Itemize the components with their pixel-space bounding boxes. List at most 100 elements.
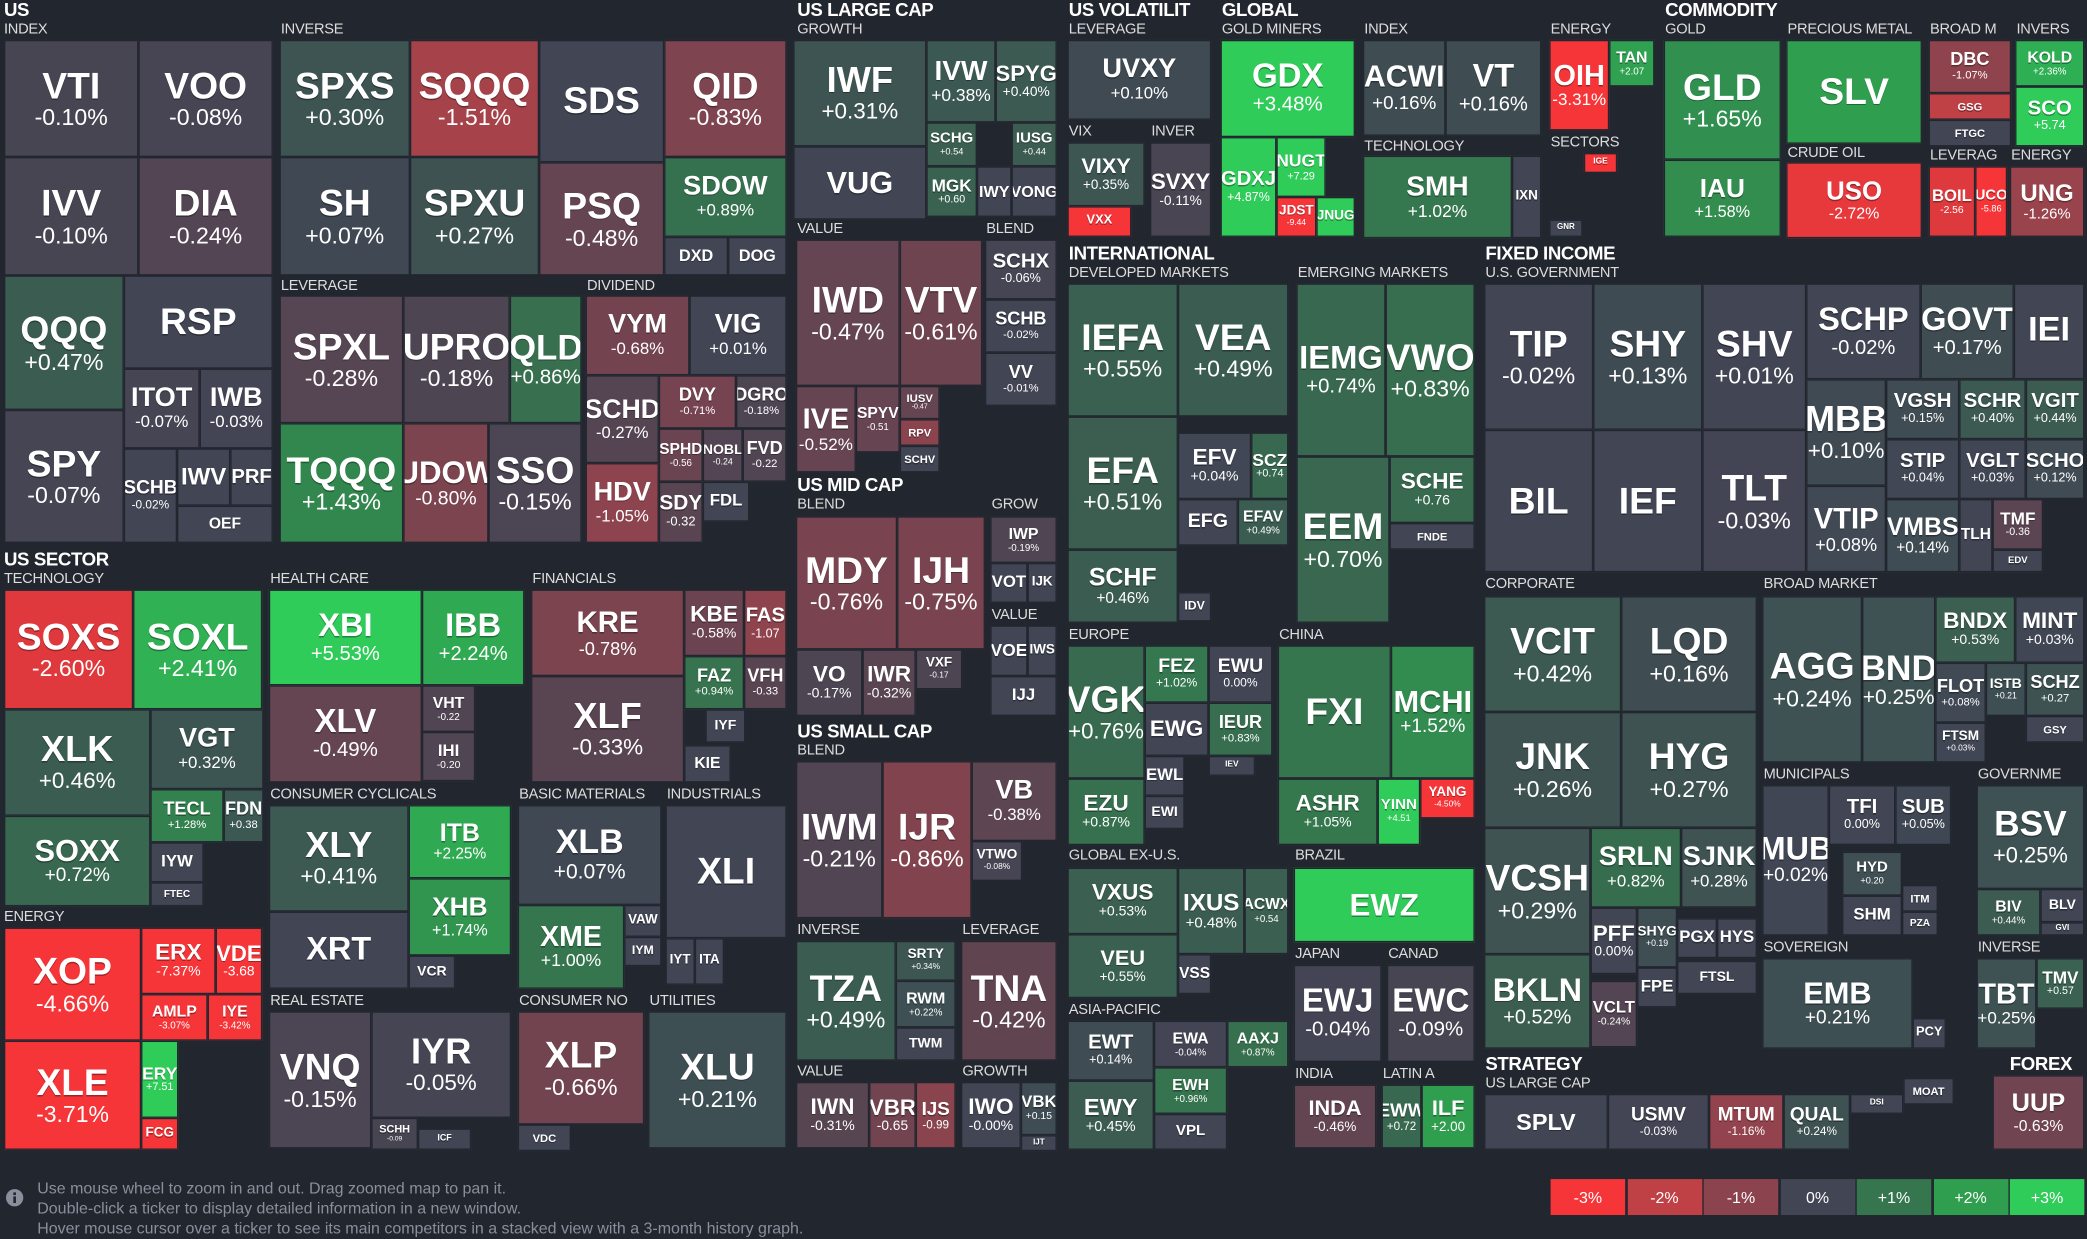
ticker-tile[interactable]: INDA -0.46%: [1293, 1084, 1377, 1149]
ticker-tile[interactable]: DSI: [1850, 1093, 1904, 1114]
ticker-tile[interactable]: MBB +0.10%: [1806, 379, 1887, 486]
ticker-tile[interactable]: VGT +0.32%: [150, 709, 264, 790]
ticker-tile[interactable]: DXD: [664, 236, 729, 276]
ticker-tile[interactable]: ISTB +0.21: [1985, 662, 2026, 716]
ticker-tile[interactable]: VTI -0.10%: [3, 39, 139, 158]
ticker-tile[interactable]: SHM: [1842, 895, 1902, 936]
ticker-tile[interactable]: EMB +0.21%: [1762, 958, 1913, 1049]
ticker-tile[interactable]: IWV: [177, 448, 231, 506]
ticker-tile[interactable]: FEZ +1.02%: [1144, 645, 1209, 703]
ticker-tile[interactable]: VTIP +0.08%: [1806, 485, 1887, 573]
ticker-tile[interactable]: PGX: [1677, 918, 1717, 959]
ticker-tile[interactable]: GSG: [1928, 93, 2012, 120]
ticker-tile[interactable]: JNK +0.26%: [1484, 711, 1622, 828]
ticker-tile[interactable]: VWO +0.83%: [1385, 283, 1475, 457]
ticker-tile[interactable]: ERX -7.37%: [141, 927, 216, 995]
ticker-tile[interactable]: IUSV -0.47: [899, 385, 940, 420]
ticker-tile[interactable]: XLE -3.71%: [3, 1040, 142, 1150]
ticker-tile[interactable]: SCHB -0.02%: [984, 299, 1057, 353]
ticker-tile[interactable]: EFAV +0.49%: [1237, 499, 1289, 546]
ticker-tile[interactable]: VGIT +0.44%: [2025, 379, 2085, 440]
ticker-tile[interactable]: VEU +0.55%: [1067, 934, 1178, 999]
ticker-tile[interactable]: SCHP -0.02%: [1806, 283, 1921, 380]
ticker-tile[interactable]: IWR -0.32%: [862, 649, 916, 716]
ticker-tile[interactable]: SCHD -0.27%: [585, 375, 659, 464]
ticker-tile[interactable]: ACWI +0.16%: [1362, 39, 1446, 136]
ticker-tile[interactable]: EFV +0.04%: [1177, 432, 1252, 500]
ticker-tile[interactable]: BIV +0.44%: [1976, 888, 2041, 936]
ticker-tile[interactable]: VOE: [990, 625, 1028, 677]
ticker-tile[interactable]: GDX +3.48%: [1220, 39, 1355, 138]
ticker-tile[interactable]: VXUS +0.53%: [1067, 867, 1178, 935]
ticker-tile[interactable]: ITB +2.25%: [408, 805, 512, 879]
ticker-tile[interactable]: SPXL -0.28%: [279, 295, 404, 424]
ticker-tile[interactable]: UDOW-0.80%: [403, 423, 489, 543]
ticker-tile[interactable]: FTSL: [1677, 960, 1757, 995]
ticker-tile[interactable]: IEV: [1208, 755, 1256, 776]
ticker-tile[interactable]: IYR -0.05%: [371, 1011, 512, 1118]
ticker-tile[interactable]: MTUM -1.16%: [1709, 1093, 1784, 1150]
ticker-tile[interactable]: VB -0.38%: [971, 761, 1057, 842]
ticker-tile[interactable]: VCLT -0.24%: [1590, 980, 1638, 1048]
ticker-tile[interactable]: AAXJ +0.87%: [1227, 1020, 1289, 1068]
ticker-tile[interactable]: FTEC: [150, 882, 204, 907]
ticker-tile[interactable]: SDS: [539, 39, 665, 163]
ticker-tile[interactable]: TLT -0.03%: [1702, 429, 1807, 573]
ticker-tile[interactable]: XBI +5.53%: [268, 589, 422, 686]
ticker-tile[interactable]: VONG: [1011, 166, 1057, 217]
ticker-tile[interactable]: VCSH +0.29%: [1484, 827, 1591, 955]
ticker-tile[interactable]: NOBL -0.24: [702, 428, 743, 482]
ticker-tile[interactable]: IJJ: [990, 676, 1057, 716]
ticker-tile[interactable]: IJR -0.86%: [882, 761, 972, 919]
ticker-tile[interactable]: USO -2.72%: [1786, 162, 1922, 239]
ticker-tile[interactable]: VOT: [990, 562, 1028, 603]
ticker-tile[interactable]: TWM: [895, 1027, 956, 1061]
ticker-tile[interactable]: OEF: [177, 505, 273, 543]
ticker-tile[interactable]: IJH -0.75%: [897, 516, 985, 650]
ticker-tile[interactable]: DGRO -0.18%: [736, 375, 787, 429]
ticker-tile[interactable]: IAU +1.58%: [1663, 159, 1781, 237]
ticker-tile[interactable]: EWY +0.45%: [1067, 1080, 1154, 1150]
ticker-tile[interactable]: VDE -3.68: [215, 927, 263, 995]
ticker-tile[interactable]: UPRO -0.18%: [403, 295, 510, 424]
ticker-tile[interactable]: VYM -0.68%: [585, 295, 690, 376]
ticker-tile[interactable]: ILF +2.00: [1421, 1084, 1475, 1149]
ticker-tile[interactable]: SCZ +0.74: [1251, 432, 1289, 500]
ticker-tile[interactable]: SPYG +0.40%: [995, 39, 1057, 123]
ticker-tile[interactable]: GLD +1.65%: [1663, 39, 1781, 160]
ticker-tile[interactable]: SCHX -0.06%: [984, 239, 1057, 300]
ticker-tile[interactable]: VNQ -0.15%: [268, 1011, 372, 1149]
ticker-tile[interactable]: JDST -9.44: [1276, 196, 1317, 237]
ticker-tile[interactable]: MINT +0.03%: [2015, 596, 2085, 663]
ticker-tile[interactable]: VIG +0.01%: [689, 295, 787, 376]
ticker-tile[interactable]: ITM: [1901, 884, 1938, 912]
ticker-tile[interactable]: FVD -0.22: [742, 428, 787, 482]
ticker-tile[interactable]: IDV: [1177, 592, 1212, 622]
ticker-tile[interactable]: YANG -4.50%: [1420, 778, 1475, 819]
ticker-tile[interactable]: ITOT -0.07%: [123, 368, 200, 449]
ticker-tile[interactable]: GSY: [2025, 715, 2085, 743]
ticker-tile[interactable]: EZU +0.87%: [1067, 778, 1145, 846]
ticker-tile[interactable]: TBT +0.25%: [1976, 958, 2037, 1049]
ticker-tile[interactable]: VCR: [408, 955, 456, 989]
ticker-tile[interactable]: VAW: [624, 904, 662, 937]
ticker-tile[interactable]: PSQ -0.48%: [539, 162, 665, 276]
ticker-tile[interactable]: DIA -0.24%: [138, 157, 273, 276]
ticker-tile[interactable]: QLD +0.86%: [509, 295, 582, 424]
ticker-tile[interactable]: SOXL +2.41%: [133, 589, 263, 710]
ticker-tile[interactable]: SCO +5.74: [2015, 86, 2085, 147]
ticker-tile[interactable]: SDOW +0.89%: [664, 157, 787, 237]
ticker-tile[interactable]: TMV +0.57: [2036, 958, 2085, 1009]
ticker-tile[interactable]: BNDX +0.53%: [1935, 596, 2016, 663]
ticker-tile[interactable]: VHT -0.22: [421, 685, 476, 732]
ticker-tile[interactable]: SUB +0.05%: [1895, 785, 1952, 846]
ticker-tile[interactable]: IWO -0.00%: [960, 1081, 1021, 1149]
ticker-tile[interactable]: XLV -0.49%: [268, 685, 422, 783]
ticker-tile[interactable]: VO -0.17%: [795, 649, 863, 716]
ticker-tile[interactable]: IWD -0.47%: [795, 239, 900, 386]
ticker-tile[interactable]: EWI: [1144, 795, 1185, 830]
ticker-tile[interactable]: DVY -0.71%: [658, 375, 737, 429]
ticker-tile[interactable]: VXX: [1067, 206, 1132, 237]
ticker-tile[interactable]: AGG +0.24%: [1762, 596, 1863, 763]
ticker-tile[interactable]: MDY -0.76%: [795, 516, 898, 650]
